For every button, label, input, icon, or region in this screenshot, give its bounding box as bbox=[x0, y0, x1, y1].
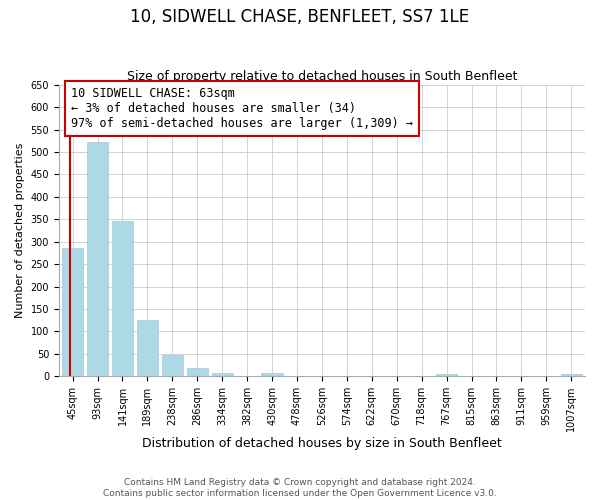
X-axis label: Distribution of detached houses by size in South Benfleet: Distribution of detached houses by size … bbox=[142, 437, 502, 450]
Y-axis label: Number of detached properties: Number of detached properties bbox=[15, 143, 25, 318]
Bar bbox=[436, 374, 457, 376]
Bar bbox=[262, 373, 283, 376]
Bar bbox=[87, 142, 108, 376]
Bar bbox=[112, 220, 133, 376]
Bar bbox=[560, 374, 582, 376]
Title: Size of property relative to detached houses in South Benfleet: Size of property relative to detached ho… bbox=[127, 70, 517, 84]
Bar bbox=[212, 373, 233, 376]
Text: 10 SIDWELL CHASE: 63sqm
← 3% of detached houses are smaller (34)
97% of semi-det: 10 SIDWELL CHASE: 63sqm ← 3% of detached… bbox=[71, 87, 413, 130]
Bar bbox=[162, 355, 183, 376]
Text: 10, SIDWELL CHASE, BENFLEET, SS7 1LE: 10, SIDWELL CHASE, BENFLEET, SS7 1LE bbox=[130, 8, 470, 26]
Bar bbox=[62, 248, 83, 376]
Bar bbox=[187, 368, 208, 376]
Bar bbox=[137, 320, 158, 376]
Text: Contains HM Land Registry data © Crown copyright and database right 2024.
Contai: Contains HM Land Registry data © Crown c… bbox=[103, 478, 497, 498]
